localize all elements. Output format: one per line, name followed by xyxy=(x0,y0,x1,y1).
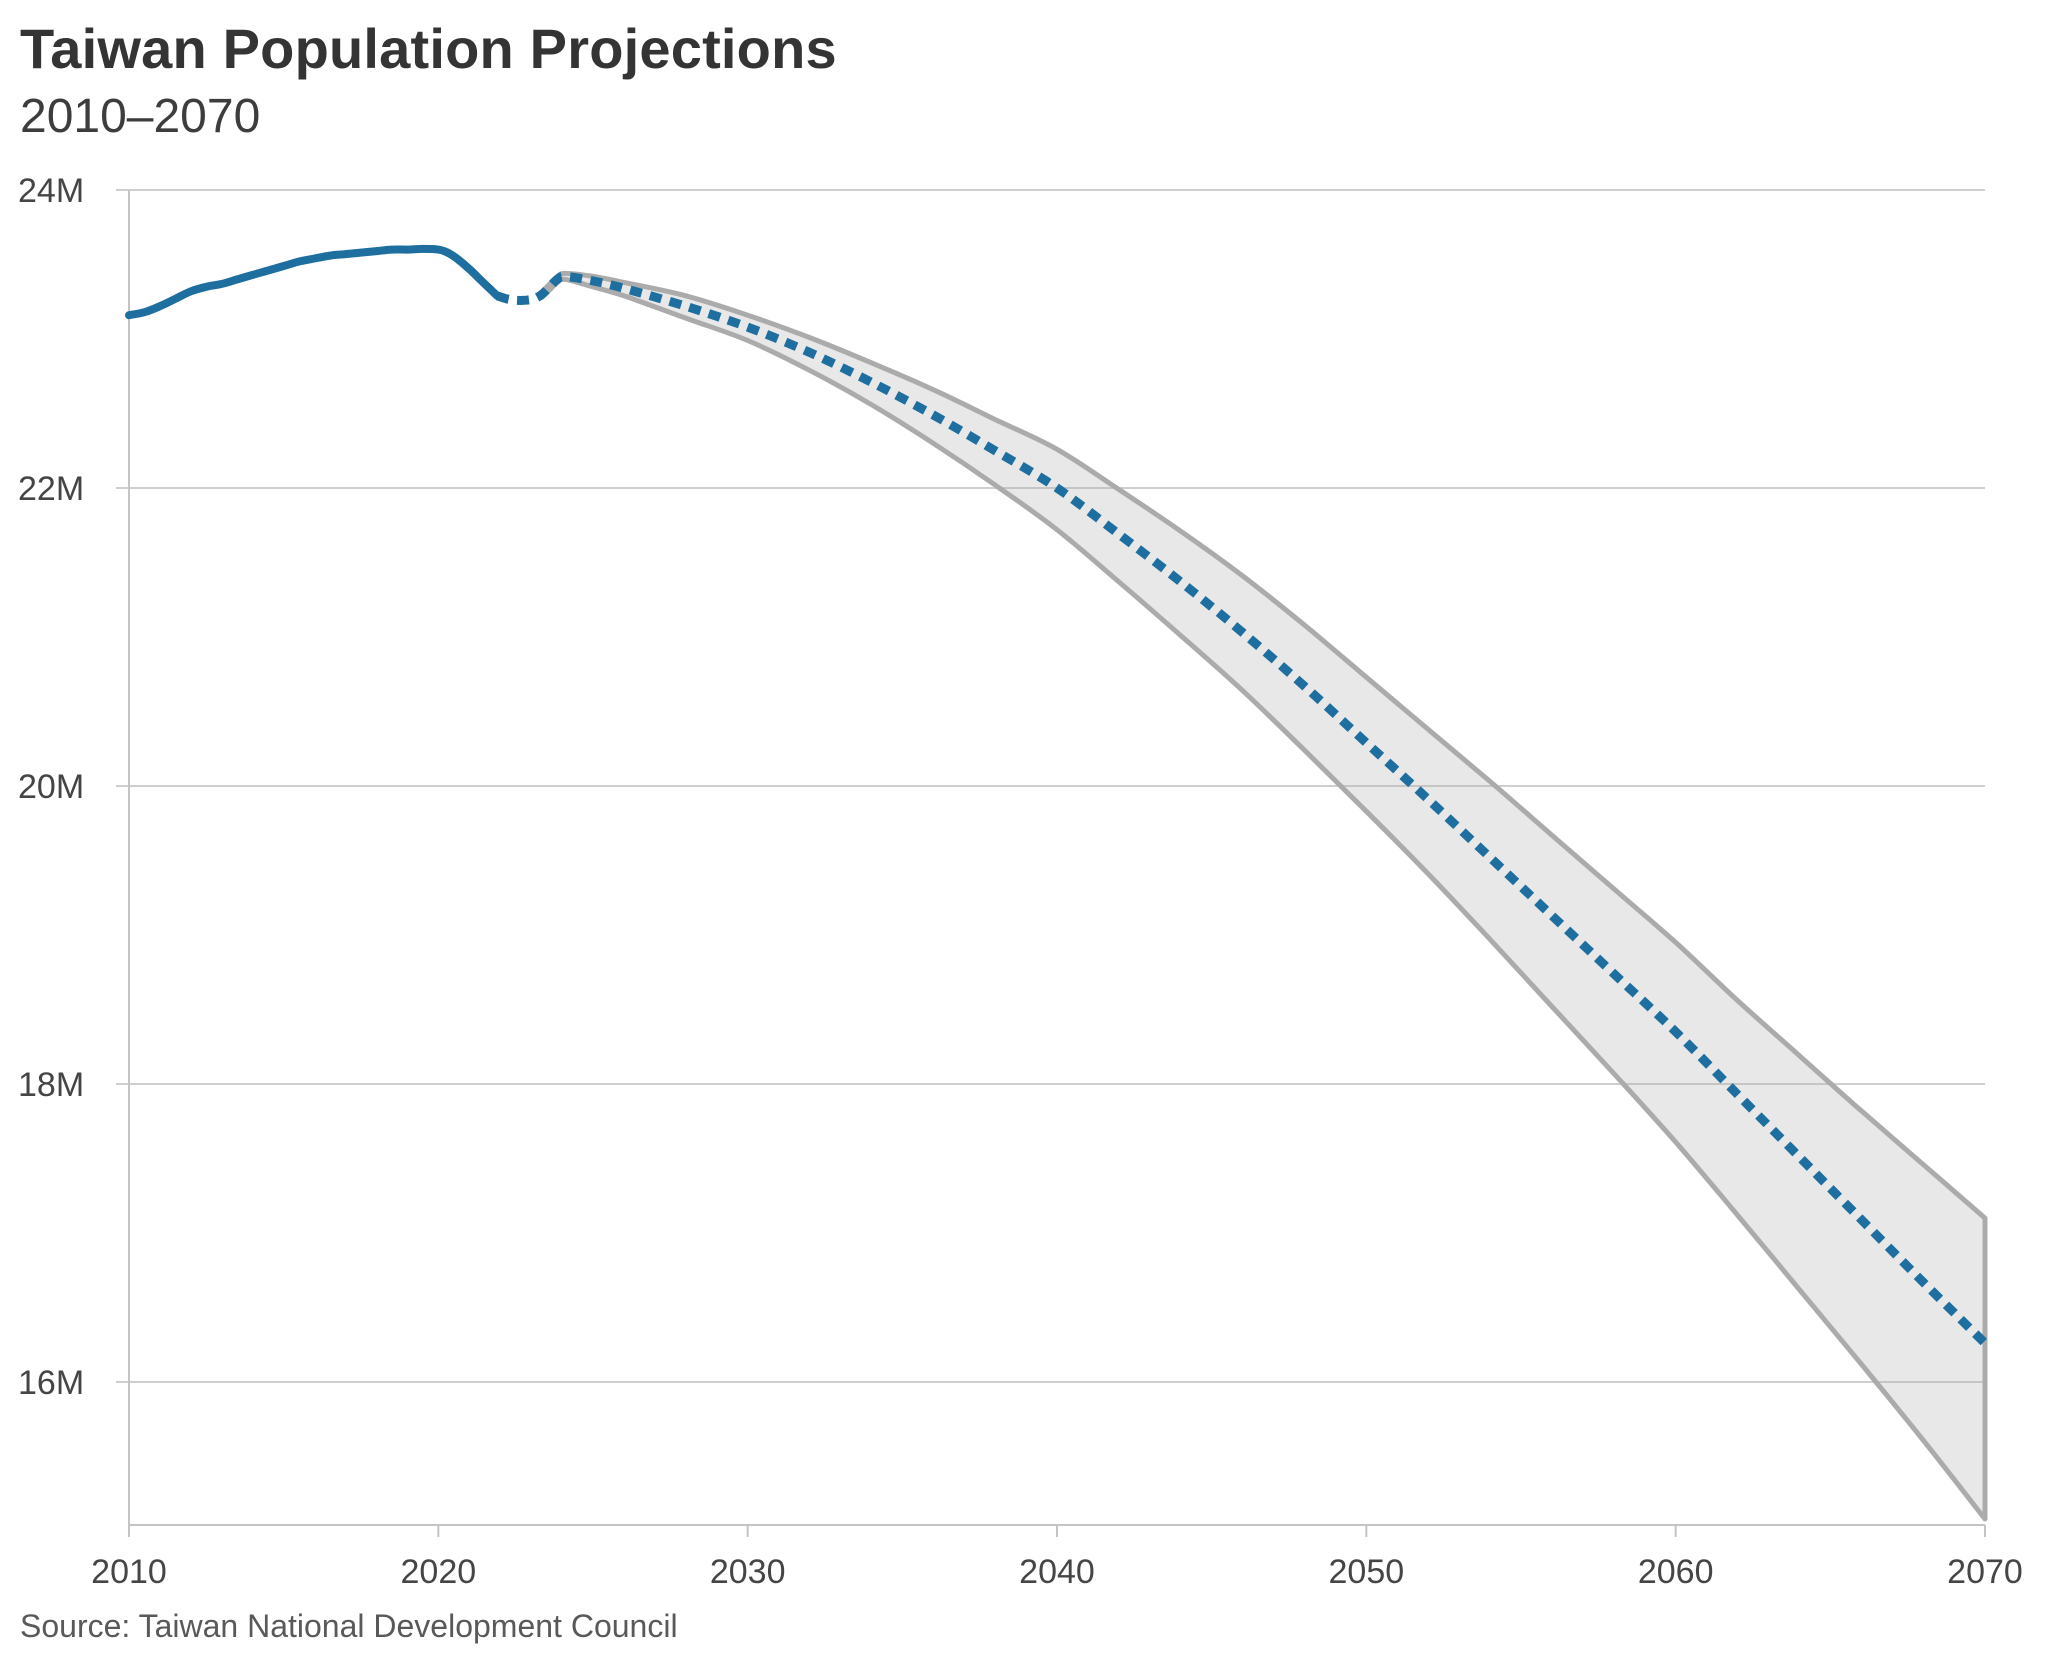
chart-title: Taiwan Population Projections xyxy=(20,17,837,80)
x-tick-label: 2070 xyxy=(1947,1553,2023,1591)
y-tick-label: 18M xyxy=(18,1066,84,1104)
x-tick-label: 2060 xyxy=(1638,1553,1714,1591)
y-tick-label: 20M xyxy=(18,768,84,806)
x-tick-label: 2020 xyxy=(401,1553,477,1591)
chart-source: Source: Taiwan National Development Coun… xyxy=(20,1608,678,1644)
x-tick-label: 2050 xyxy=(1329,1553,1405,1591)
y-tick-label: 16M xyxy=(18,1364,84,1402)
y-tick-label: 22M xyxy=(18,470,84,508)
y-tick-label: 24M xyxy=(18,172,84,210)
x-tick-label: 2010 xyxy=(91,1553,167,1591)
projection-band xyxy=(539,270,1988,1522)
chart-subtitle: 2010–2070 xyxy=(20,90,261,143)
historical-line xyxy=(125,244,502,320)
projection-median-line xyxy=(495,271,1989,1347)
x-tick-label: 2040 xyxy=(1019,1553,1095,1591)
x-tick-label: 2030 xyxy=(710,1553,786,1591)
